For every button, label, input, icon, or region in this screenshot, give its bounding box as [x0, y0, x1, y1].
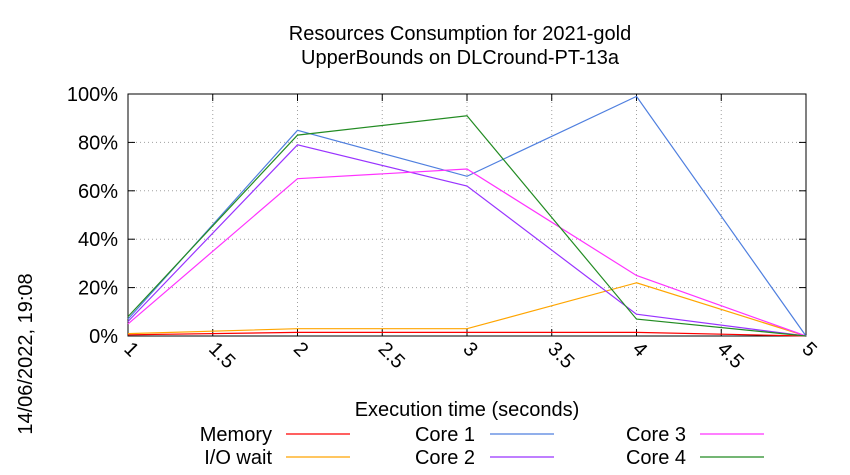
series-line-core-2: [127, 144, 807, 337]
chart-title-line-1: Resources Consumption for 2021-gold: [289, 23, 631, 45]
legend-label-core-2: Core 2: [415, 447, 475, 469]
legend-label-core-4: Core 4: [626, 447, 686, 469]
legend-label-i-o-wait: I/O wait: [204, 447, 272, 469]
x-tick-label: 2: [289, 338, 312, 361]
legend-label-core-3: Core 3: [626, 424, 686, 446]
x-tick-label: 2.5: [374, 338, 409, 373]
x-tick-label: 1.5: [204, 338, 239, 373]
series-line-core-1: [127, 95, 807, 337]
x-axis-label: Execution time (seconds): [355, 399, 580, 421]
timestamp-label: 14/06/2022, 19:08: [15, 273, 37, 434]
legend-label-core-1: Core 1: [415, 424, 475, 446]
x-tick-label: 5: [797, 338, 820, 361]
axes: [127, 93, 807, 337]
x-tick-label: 4: [628, 338, 651, 361]
grid: [128, 94, 806, 336]
x-tick-label: 4.5: [713, 338, 748, 373]
x-tick-labels: 1 1.5 2 2.5 3 3.5 4 4.5 5: [119, 338, 820, 373]
series-line-memory: [127, 331, 807, 337]
x-tick-label: 1: [119, 338, 142, 361]
series-lines: [127, 95, 807, 337]
x-tick-label: 3.5: [543, 338, 578, 373]
y-tick-label: 40%: [78, 229, 118, 251]
series-line-i-o-wait: [127, 282, 807, 337]
series-line-core-4: [127, 115, 807, 337]
y-tick-label: 80%: [78, 132, 118, 154]
plot-border: [127, 93, 807, 337]
series-line-core-3: [127, 168, 807, 337]
y-tick-label: 20%: [78, 278, 118, 300]
chart-title-line-2: UpperBounds on DLCround-PT-13a: [301, 47, 620, 69]
x-tick-label: 3: [458, 338, 481, 361]
y-tick-labels: 0% 20% 40% 60% 80% 100%: [67, 84, 118, 348]
y-tick-label: 0%: [89, 326, 118, 348]
y-tick-label: 60%: [78, 181, 118, 203]
legend-label-memory: Memory: [200, 424, 272, 446]
y-tick-label: 100%: [67, 84, 118, 106]
